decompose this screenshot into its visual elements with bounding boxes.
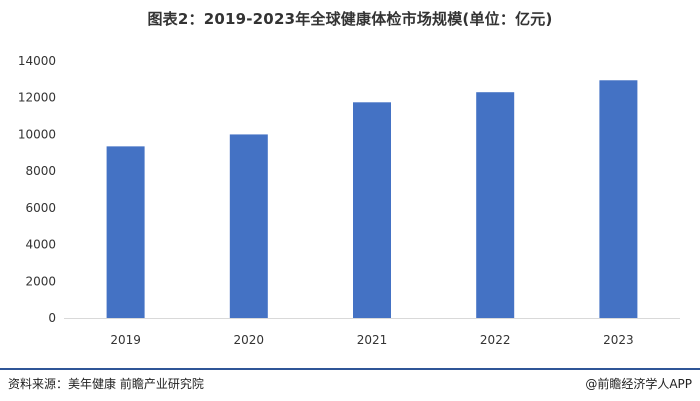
source-note: 资料来源：美年健康 前瞻产业研究院 (8, 377, 204, 391)
x-tick-label: 2023 (603, 333, 634, 347)
y-tick-label: 14000 (18, 54, 56, 68)
bar-2020 (229, 134, 268, 318)
chart-title: 图表2：2019-2023年全球健康体检市场规模(单位：亿元) (147, 10, 553, 28)
bar-2019 (106, 146, 145, 318)
y-tick-label: 0 (48, 311, 56, 325)
x-tick-label: 2020 (234, 333, 265, 347)
bar-2023 (599, 80, 638, 319)
bar-2021 (353, 102, 391, 318)
y-tick-label: 2000 (25, 274, 56, 288)
bar-2022 (476, 92, 515, 318)
y-axis: 0 2000 4000 6000 8000 10000 12000 14000 (18, 54, 56, 325)
brand-credit: @前瞻经济学人APP (585, 377, 692, 391)
y-tick-label: 12000 (18, 91, 56, 105)
x-tick-label: 2022 (480, 333, 511, 347)
x-axis: 2019 2020 2021 2022 2023 (110, 333, 633, 347)
y-tick-label: 4000 (25, 238, 56, 252)
y-tick-label: 8000 (25, 164, 56, 178)
bar-chart: 0 2000 4000 6000 8000 10000 12000 14000 2019 202… (18, 54, 680, 347)
x-tick-label: 2019 (110, 333, 141, 347)
bar-series (106, 80, 638, 319)
x-tick-label: 2021 (357, 333, 388, 347)
footer: 资料来源：美年健康 前瞻产业研究院 @前瞻经济学人APP (0, 368, 700, 401)
y-tick-label: 6000 (25, 201, 56, 215)
y-tick-label: 10000 (18, 127, 56, 141)
